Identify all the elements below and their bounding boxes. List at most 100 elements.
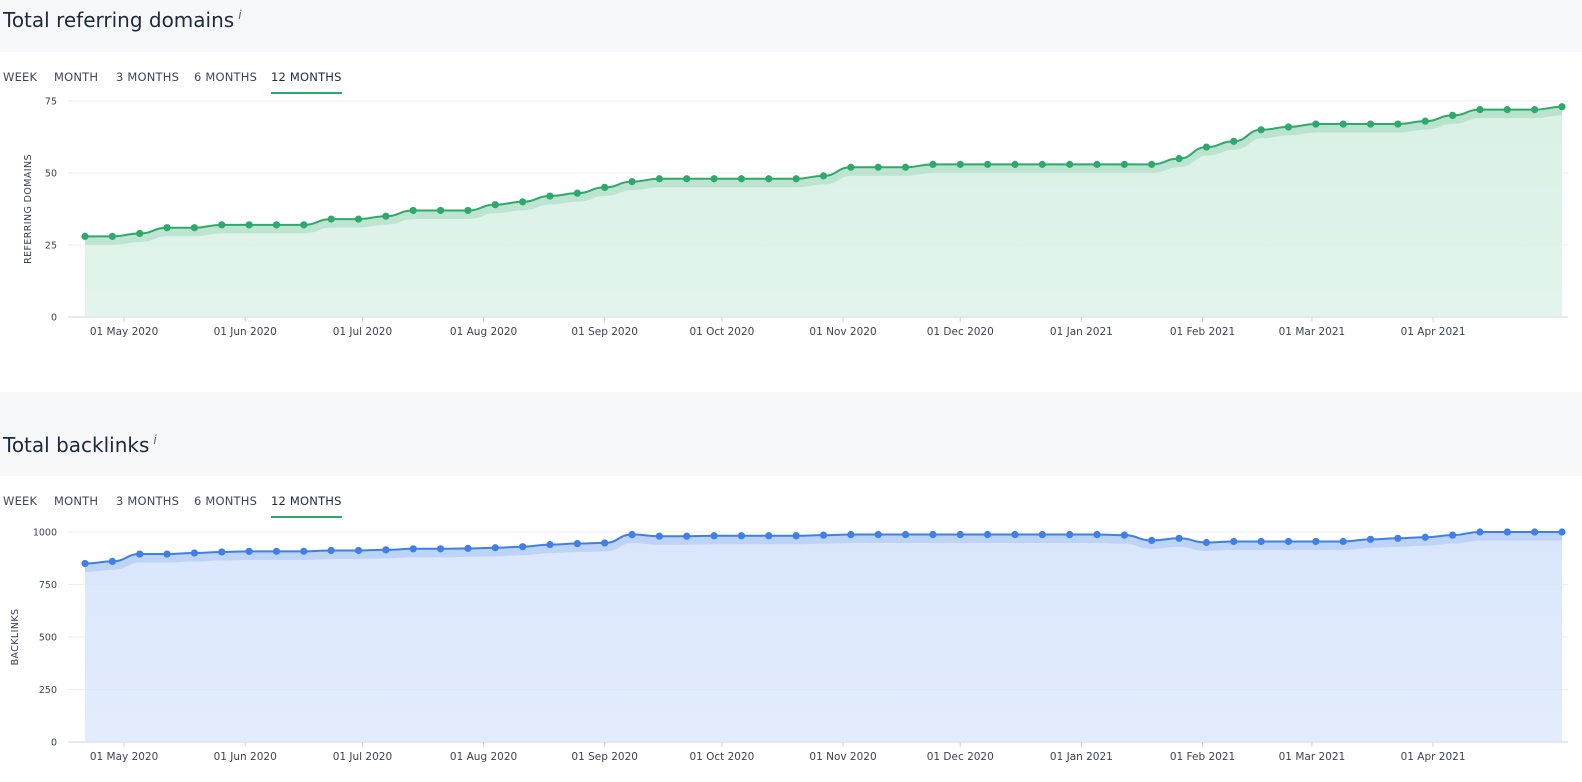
data-point[interactable] xyxy=(1366,535,1375,543)
data-point[interactable] xyxy=(1531,106,1539,114)
data-point[interactable] xyxy=(683,175,691,183)
data-point[interactable] xyxy=(1284,123,1293,131)
tab-12-months[interactable]: 12 MONTHS xyxy=(271,70,342,94)
data-point[interactable] xyxy=(984,160,992,168)
data-point[interactable] xyxy=(874,163,882,171)
data-point[interactable] xyxy=(218,548,226,556)
data-point[interactable] xyxy=(163,224,171,232)
data-point[interactable] xyxy=(956,530,964,539)
data-point[interactable] xyxy=(300,547,308,555)
data-point[interactable] xyxy=(382,546,390,554)
data-point[interactable] xyxy=(1038,530,1046,539)
data-point[interactable] xyxy=(1421,533,1429,541)
data-point[interactable] xyxy=(1066,530,1074,539)
data-point[interactable] xyxy=(1066,160,1074,168)
data-point[interactable] xyxy=(874,530,882,539)
tab-6-months[interactable]: 6 MONTHS xyxy=(194,70,258,84)
data-point[interactable] xyxy=(190,549,199,557)
data-point[interactable] xyxy=(1230,137,1238,145)
data-point[interactable] xyxy=(655,532,663,540)
data-point[interactable] xyxy=(519,543,527,551)
tab-3-months[interactable]: 3 MONTHS xyxy=(116,70,180,84)
data-point[interactable] xyxy=(683,532,691,540)
tab-week[interactable]: WEEK xyxy=(3,494,38,508)
data-point[interactable] xyxy=(1120,160,1128,168)
data-point[interactable] xyxy=(1339,120,1347,128)
data-point[interactable] xyxy=(436,545,445,553)
data-point[interactable] xyxy=(1476,528,1484,536)
tab-month[interactable]: MONTH xyxy=(54,70,99,84)
tab-6-months[interactable]: 6 MONTHS xyxy=(194,494,258,508)
data-point[interactable] xyxy=(409,545,417,553)
data-point[interactable] xyxy=(491,201,499,209)
data-point[interactable] xyxy=(464,206,472,215)
data-point[interactable] xyxy=(1284,537,1293,546)
data-point[interactable] xyxy=(272,547,281,555)
data-point[interactable] xyxy=(1093,160,1101,168)
data-point[interactable] xyxy=(190,224,199,232)
tab-week[interactable]: WEEK xyxy=(3,70,38,84)
data-point[interactable] xyxy=(1558,103,1566,111)
data-point[interactable] xyxy=(1230,537,1238,546)
data-point[interactable] xyxy=(984,530,992,539)
data-point[interactable] xyxy=(737,175,746,183)
data-point[interactable] xyxy=(601,183,609,191)
data-point[interactable] xyxy=(1202,143,1211,151)
data-point[interactable] xyxy=(710,532,718,540)
info-icon[interactable]: i xyxy=(238,8,242,23)
data-point[interactable] xyxy=(491,544,499,552)
data-point[interactable] xyxy=(382,212,390,220)
data-point[interactable] xyxy=(1394,534,1402,542)
data-point[interactable] xyxy=(546,541,554,549)
data-point[interactable] xyxy=(1257,537,1265,546)
data-point[interactable] xyxy=(956,160,964,168)
data-point[interactable] xyxy=(737,532,746,540)
data-point[interactable] xyxy=(546,192,554,200)
data-point[interactable] xyxy=(1503,106,1511,114)
data-point[interactable] xyxy=(1339,537,1347,546)
data-point[interactable] xyxy=(792,175,800,183)
data-point[interactable] xyxy=(1476,106,1484,114)
info-icon[interactable]: i xyxy=(153,433,157,448)
data-point[interactable] xyxy=(163,550,171,558)
data-point[interactable] xyxy=(628,530,636,539)
data-point[interactable] xyxy=(819,172,828,180)
data-point[interactable] xyxy=(628,178,636,186)
data-point[interactable] xyxy=(1120,531,1128,539)
data-point[interactable] xyxy=(272,221,281,229)
data-point[interactable] xyxy=(819,531,828,539)
data-point[interactable] xyxy=(300,221,308,229)
data-point[interactable] xyxy=(1175,155,1183,163)
data-point[interactable] xyxy=(409,206,417,215)
data-point[interactable] xyxy=(1312,120,1320,128)
data-point[interactable] xyxy=(1448,111,1457,119)
data-point[interactable] xyxy=(1366,120,1375,128)
data-point[interactable] xyxy=(1175,534,1183,542)
data-point[interactable] xyxy=(1093,530,1101,539)
data-point[interactable] xyxy=(792,532,800,540)
data-point[interactable] xyxy=(710,175,718,183)
data-point[interactable] xyxy=(436,206,445,215)
data-point[interactable] xyxy=(1394,120,1402,128)
data-point[interactable] xyxy=(901,530,910,539)
data-point[interactable] xyxy=(327,546,335,555)
data-point[interactable] xyxy=(245,221,253,229)
data-point[interactable] xyxy=(573,189,581,197)
data-point[interactable] xyxy=(519,198,527,206)
data-point[interactable] xyxy=(1038,160,1046,168)
data-point[interactable] xyxy=(765,175,773,183)
data-point[interactable] xyxy=(847,163,855,171)
data-point[interactable] xyxy=(929,530,937,539)
data-point[interactable] xyxy=(464,544,472,552)
data-point[interactable] xyxy=(573,539,581,548)
data-point[interactable] xyxy=(81,559,89,568)
data-point[interactable] xyxy=(929,160,937,168)
tab-12-months[interactable]: 12 MONTHS xyxy=(271,494,342,518)
data-point[interactable] xyxy=(81,232,89,240)
data-point[interactable] xyxy=(1011,160,1019,168)
data-point[interactable] xyxy=(136,229,144,238)
data-point[interactable] xyxy=(1421,117,1429,125)
data-point[interactable] xyxy=(1148,536,1156,544)
data-point[interactable] xyxy=(1558,528,1566,536)
data-point[interactable] xyxy=(245,547,253,555)
